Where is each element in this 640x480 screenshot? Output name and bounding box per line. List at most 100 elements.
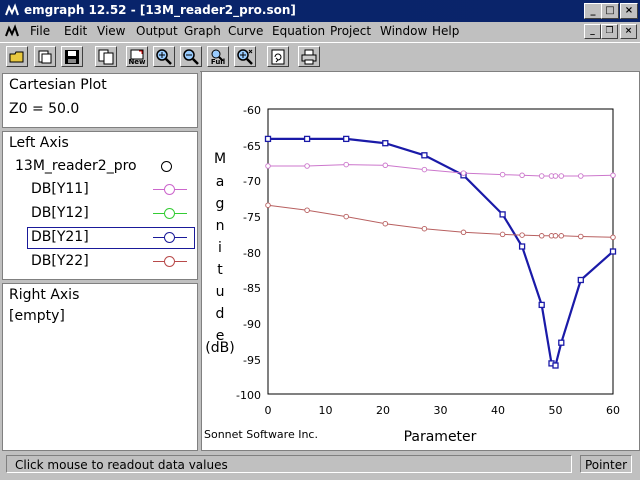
data-point-y11 — [265, 163, 271, 169]
menu-file[interactable]: File — [30, 24, 51, 38]
curve-label-y21[interactable]: DB[Y21] — [31, 229, 89, 245]
zoom-out-button[interactable] — [180, 46, 202, 67]
data-point-y22 — [519, 232, 525, 238]
minimize-button[interactable]: _ — [584, 3, 602, 19]
mdi-minimize-button[interactable]: _ — [584, 24, 601, 39]
data-point-y21 — [609, 248, 617, 255]
y-axis-letter: g — [216, 196, 225, 212]
open-project-button[interactable] — [34, 46, 56, 67]
menu-graph[interactable]: Graph — [184, 24, 221, 38]
menu-project[interactable]: Project — [330, 24, 372, 38]
status-mode[interactable]: Pointer — [580, 455, 632, 473]
curve-marker-y21-icon — [164, 232, 175, 243]
mdi-restore-button[interactable]: ❐ — [601, 24, 618, 39]
title-bar: emgraph 12.52 - [13M_reader2_pro.son] _ … — [0, 0, 640, 22]
zoom-in-button[interactable] — [153, 46, 175, 67]
zoom-auto-button[interactable] — [234, 46, 256, 67]
curve-label-y12[interactable]: DB[Y12] — [31, 205, 89, 221]
copy-button[interactable] — [95, 46, 117, 67]
data-point-y11 — [538, 173, 545, 179]
curve-marker-y22-icon — [164, 256, 175, 267]
x-tick-label: 50 — [549, 404, 563, 417]
y-axis-letter: n — [216, 218, 225, 234]
x-tick-labels: 0 10 20 30 40 50 60 — [265, 404, 621, 417]
x-tick-label: 60 — [606, 404, 620, 417]
new-graph-icon — [130, 49, 144, 60]
y-tick-label: -90 — [243, 318, 261, 331]
data-point-y11 — [499, 171, 506, 178]
menu-output[interactable]: Output — [136, 24, 178, 38]
close-button[interactable]: × — [620, 3, 638, 19]
y-tick-label: -70 — [243, 175, 261, 188]
data-point-y11 — [382, 162, 389, 169]
data-point-y21 — [577, 276, 584, 284]
right-axis-value: [empty] — [9, 308, 65, 324]
plot-info-box[interactable]: Cartesian Plot Z0 = 50.0 — [2, 73, 198, 128]
data-point-y21 — [382, 140, 389, 147]
project-name-label[interactable]: 13M_reader2_pro — [15, 158, 137, 174]
y-tick-label: -75 — [243, 211, 261, 224]
zoom-auto-icon — [237, 49, 253, 65]
open-folder-icon — [9, 51, 24, 63]
data-point-y11 — [343, 161, 349, 168]
data-point-y11 — [578, 173, 584, 179]
x-tick-label: 40 — [491, 404, 505, 417]
series-layer — [264, 135, 617, 369]
data-point-y22 — [460, 229, 467, 236]
chart-svg[interactable]: -60 -65 -70 -75 -80 -85 -90 -95 -100 0 1… — [202, 72, 639, 450]
zoom-out-icon — [183, 49, 199, 65]
new-graph-button[interactable]: New — [126, 46, 148, 67]
curve-marker-y12-icon — [164, 208, 175, 219]
data-point-y21 — [303, 135, 311, 143]
menu-bar: File Edit View Output Graph Curve Equati… — [0, 22, 640, 42]
x-tick-label: 20 — [376, 404, 390, 417]
curve-label-y11[interactable]: DB[Y11] — [31, 181, 89, 197]
right-axis-title: Right Axis — [9, 287, 80, 303]
y-tick-label: -60 — [243, 104, 261, 117]
data-point-y22 — [382, 220, 389, 227]
refresh-icon — [271, 49, 285, 65]
zoom-full-button[interactable]: Full — [207, 46, 229, 67]
plot-type-label: Cartesian Plot — [9, 77, 107, 93]
save-icon — [65, 50, 79, 64]
y-tick-label: -80 — [243, 247, 261, 260]
menu-help[interactable]: Help — [432, 24, 460, 38]
full-label: Full — [210, 58, 226, 66]
plot-area[interactable]: -60 -65 -70 -75 -80 -85 -90 -95 -100 0 1… — [201, 71, 640, 451]
curve-marker-y11-icon — [164, 184, 175, 195]
x-tick-label: 30 — [434, 404, 448, 417]
data-point-y22 — [578, 233, 584, 240]
open-button[interactable] — [6, 46, 28, 67]
y-axis-letter: d — [216, 306, 225, 322]
curve-label-y22[interactable]: DB[Y22] — [31, 253, 89, 269]
save-button[interactable] — [61, 46, 83, 67]
data-point-y22 — [343, 213, 349, 220]
open-project-icon — [38, 50, 52, 64]
y-axis-letter: t — [217, 262, 223, 278]
menu-view[interactable]: View — [97, 24, 126, 38]
y-axis-letter: e — [216, 328, 225, 344]
maximize-button[interactable]: □ — [601, 3, 619, 19]
left-axis-title: Left Axis — [9, 135, 69, 151]
selected-curve-highlight[interactable] — [27, 227, 195, 249]
print-button[interactable] — [298, 46, 320, 67]
y-tick-label: -95 — [243, 354, 261, 367]
y-tick-label: -85 — [243, 282, 261, 295]
new-label: New — [128, 58, 146, 66]
left-pane: Cartesian Plot Z0 = 50.0 Left Axis 13M_r… — [0, 71, 200, 451]
data-point-y21 — [518, 243, 526, 250]
data-point-y22 — [610, 234, 616, 241]
document-icon[interactable] — [4, 24, 20, 40]
menu-window[interactable]: Window — [380, 24, 428, 38]
mdi-close-button[interactable]: × — [620, 24, 637, 39]
left-axis-box: Left Axis 13M_reader2_pro DB[Y11] DB[Y12… — [2, 131, 198, 280]
menu-equation[interactable]: Equation — [272, 24, 326, 38]
copy-icon — [98, 49, 114, 65]
y-axis-letter: u — [216, 284, 225, 300]
menu-curve[interactable]: Curve — [228, 24, 264, 38]
menu-edit[interactable]: Edit — [64, 24, 88, 38]
data-point-y22 — [552, 233, 559, 239]
y-axis-unit: (dB) — [205, 340, 234, 356]
data-point-y22 — [499, 231, 506, 238]
refresh-button[interactable] — [267, 46, 289, 67]
